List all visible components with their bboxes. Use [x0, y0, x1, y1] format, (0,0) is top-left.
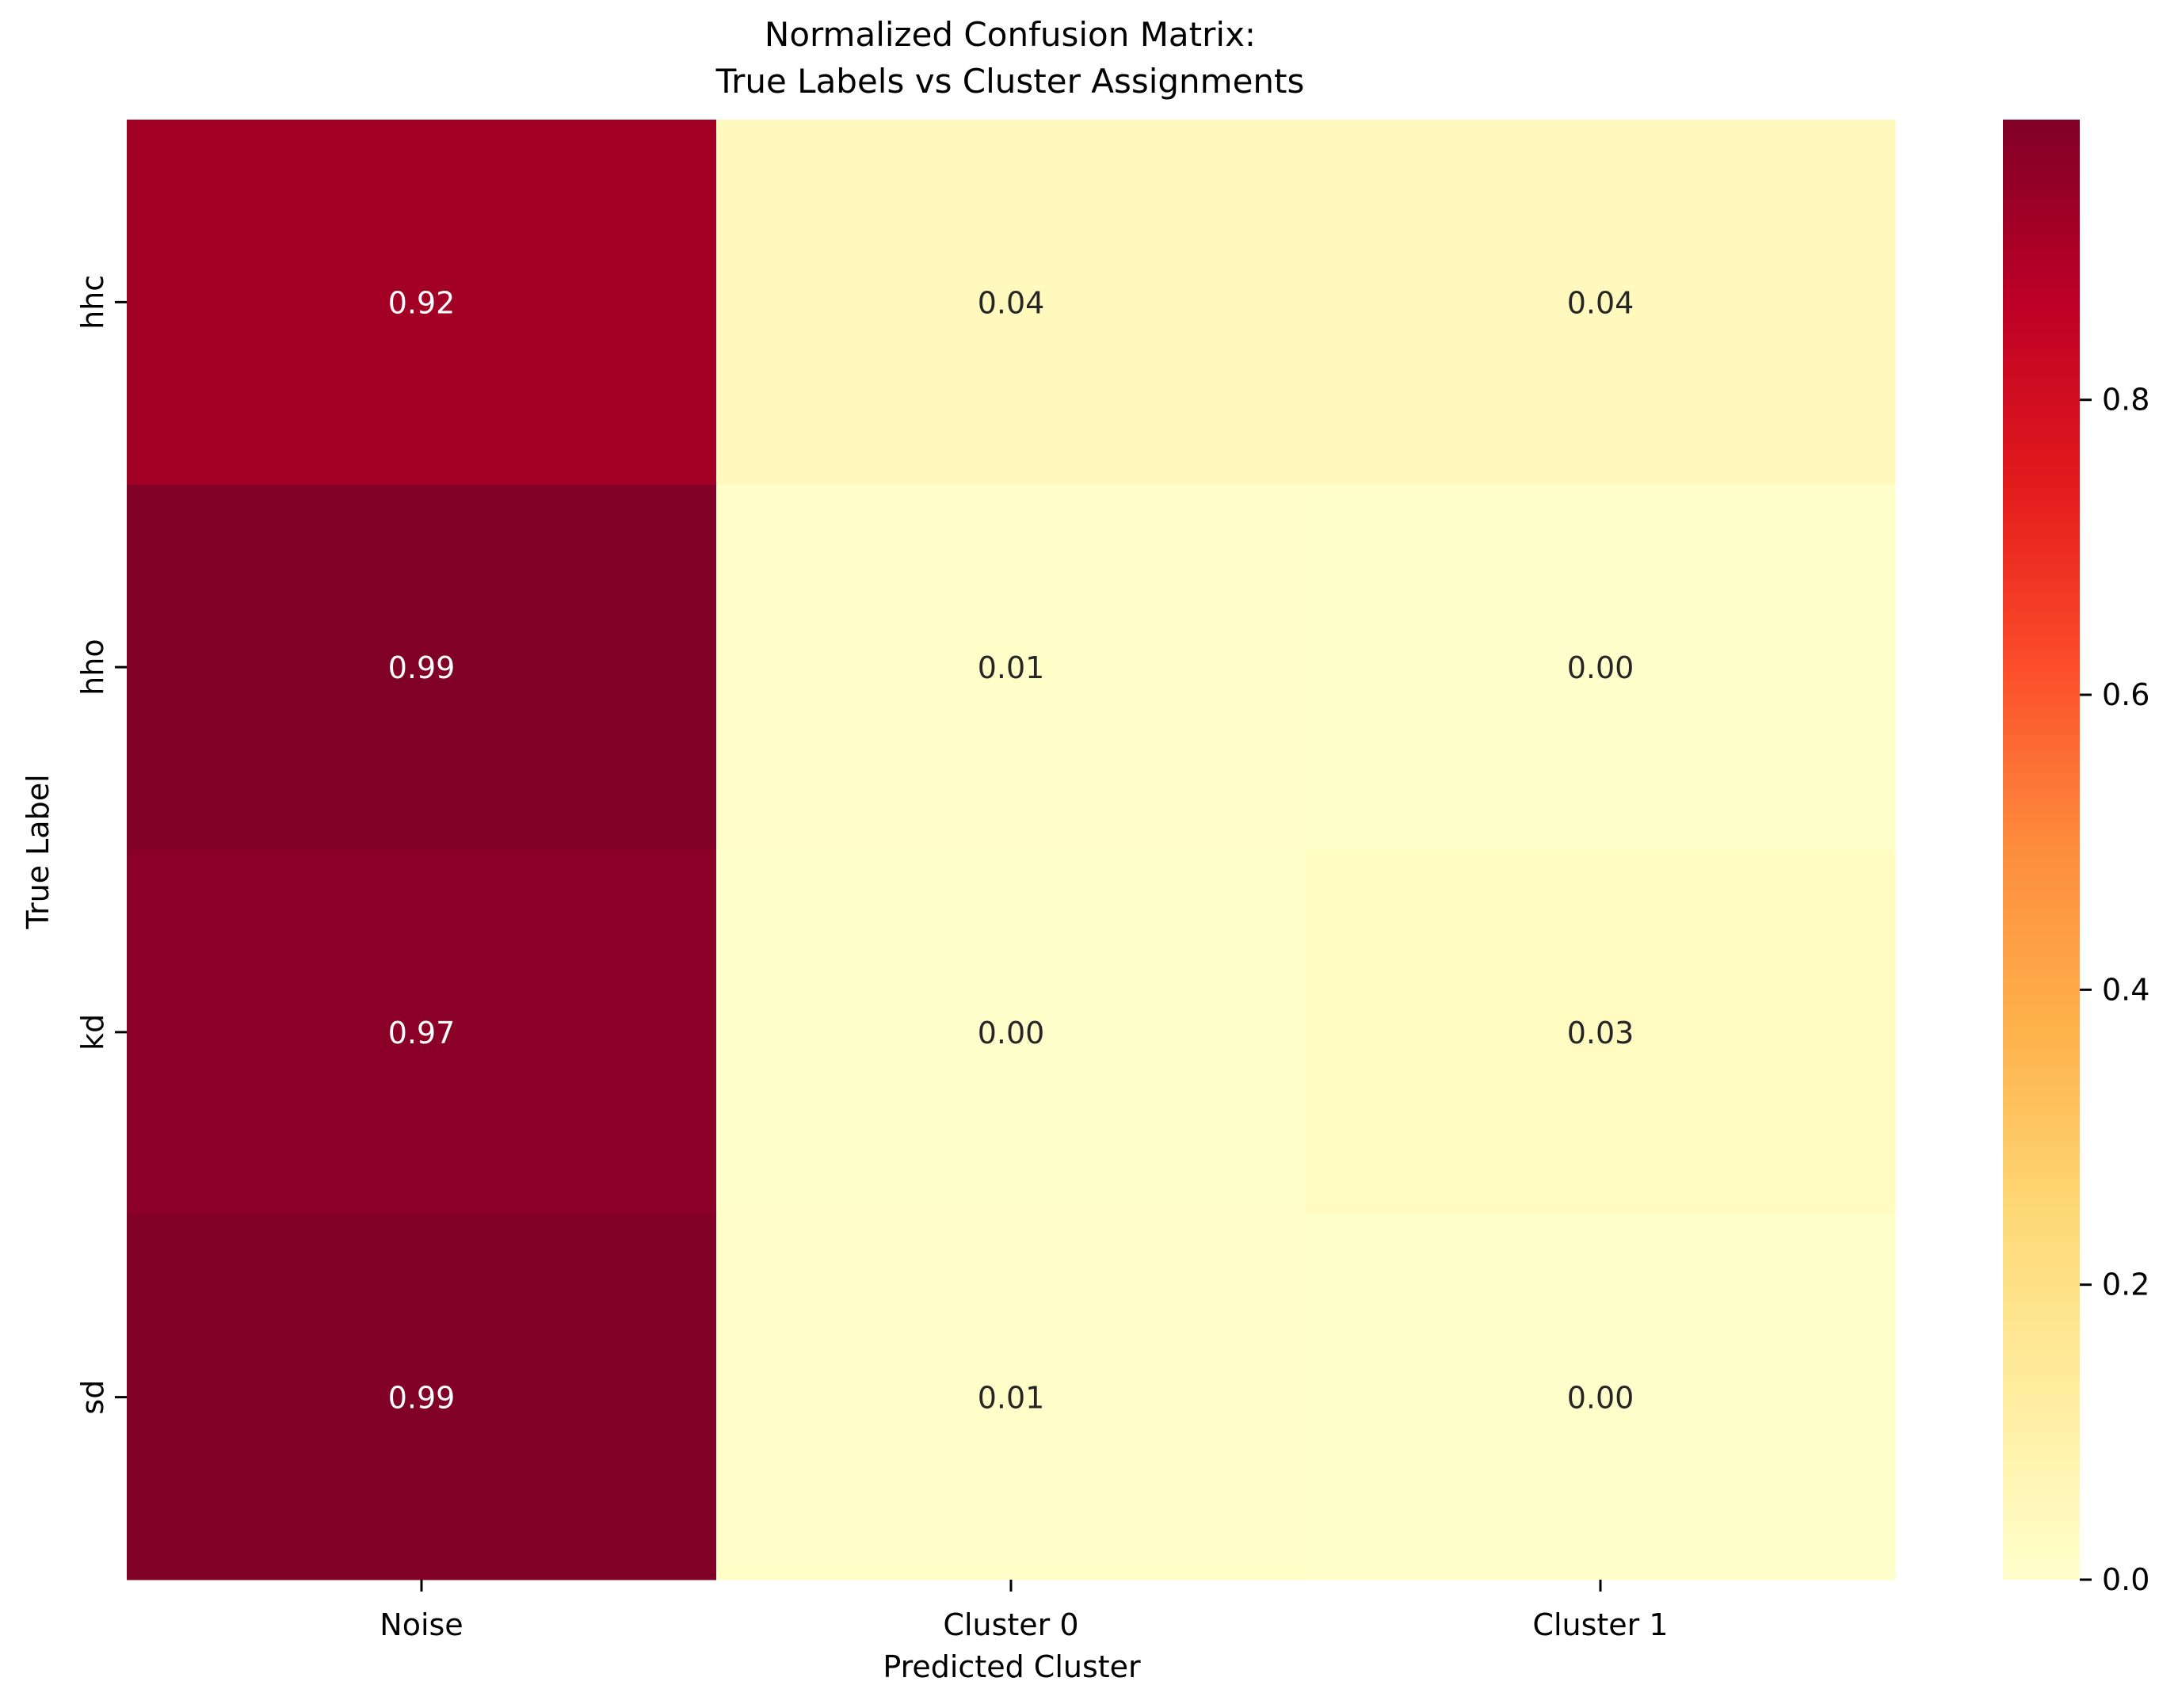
cell-value-label: 0.92: [388, 285, 456, 320]
cell-value-label: 0.99: [388, 650, 456, 685]
y-tick-label: hhc: [75, 275, 110, 330]
cell-value-label: 0.03: [1567, 1016, 1634, 1050]
cell-value-label: 0.00: [978, 1016, 1045, 1050]
y-tick-label: sd: [75, 1380, 110, 1415]
heatmap-cell: [1306, 849, 1896, 1215]
cell-value-label: 0.01: [978, 650, 1045, 685]
x-tick-label: Cluster 0: [943, 1607, 1078, 1642]
heatmap-cell: [1306, 120, 1896, 486]
cell-value-label: 0.01: [978, 1381, 1045, 1416]
y-tick-label: hho: [75, 639, 110, 695]
cell-value-label: 0.00: [1567, 650, 1634, 685]
colorbar-tick-label: 0.4: [2102, 972, 2149, 1007]
heatmap-cell: [716, 484, 1306, 850]
heatmap-cell: [716, 120, 1306, 486]
colorbar-tick-label: 0.0: [2102, 1562, 2149, 1597]
colorbar: [2003, 120, 2080, 1580]
chart-title-line-2: True Labels vs Cluster Assignments: [715, 62, 1305, 101]
colorbar-tick-label: 0.6: [2102, 677, 2149, 712]
cell-value-label: 0.04: [1567, 285, 1634, 320]
heatmap-cell: [127, 1214, 717, 1580]
y-axis-label: True Label: [21, 774, 55, 929]
heatmap-cell: [1306, 1214, 1896, 1580]
x-axis-ticks: Noise Cluster 0 Cluster 1: [380, 1580, 1669, 1642]
colorbar-tick-label: 0.8: [2102, 383, 2149, 417]
cell-value-label: 0.04: [978, 285, 1045, 320]
colorbar-ticks: 0.0 0.2 0.4 0.6 0.8: [2080, 383, 2149, 1597]
cell-value-label: 0.00: [1567, 1381, 1634, 1416]
x-axis-label: Predicted Cluster: [883, 1649, 1141, 1684]
x-tick-label: Cluster 1: [1532, 1607, 1668, 1642]
heatmap-cell: [127, 484, 717, 850]
heatmap-cell: [716, 1214, 1306, 1580]
cell-annotations: 0.92 0.04 0.04 0.99 0.01 0.00 0.97 0.00 0.03 0.99…: [388, 285, 1634, 1415]
y-axis-ticks: hhc hho kd sd: [75, 275, 127, 1415]
heatmap-cell: [716, 849, 1306, 1215]
x-tick-label: Noise: [380, 1607, 463, 1642]
cell-value-label: 0.99: [388, 1381, 456, 1416]
chart-title-line-1: Normalized Confusion Matrix:: [765, 15, 1256, 54]
heatmap-cell: [1306, 484, 1896, 850]
colorbar-tick-label: 0.2: [2102, 1268, 2149, 1302]
heatmap-cells: [127, 120, 1896, 1580]
y-tick-label: kd: [75, 1014, 110, 1050]
cell-value-label: 0.97: [388, 1016, 456, 1050]
heatmap-cell: [127, 120, 717, 486]
heatmap-cell: [127, 849, 717, 1215]
